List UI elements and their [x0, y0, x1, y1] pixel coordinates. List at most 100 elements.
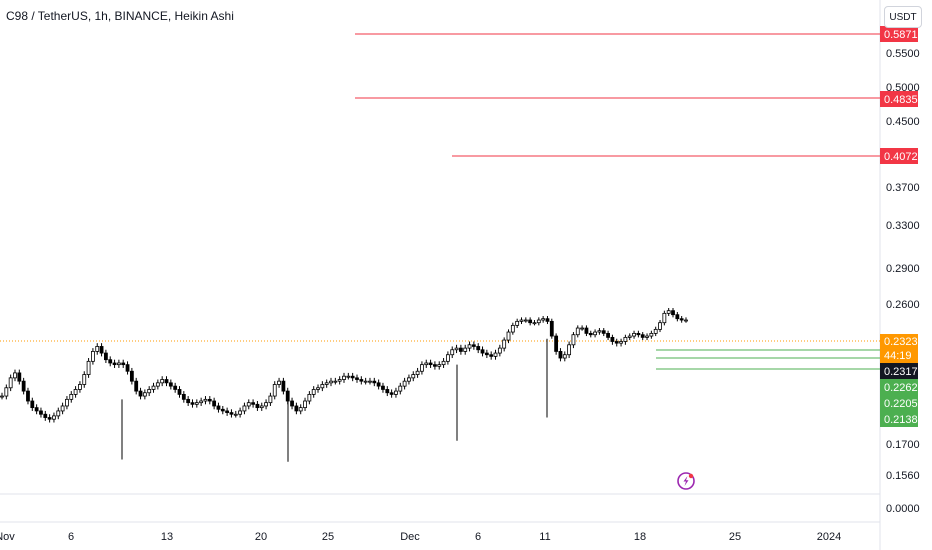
- candle-body: [52, 415, 56, 420]
- candle-body: [268, 395, 273, 404]
- cursor-price-tag: 0.2317: [884, 366, 918, 378]
- candle-body: [666, 310, 671, 314]
- candle-body: [601, 330, 606, 334]
- candle-body: [381, 385, 385, 390]
- candle-body: [580, 327, 585, 330]
- currency-button[interactable]: USDT: [884, 6, 922, 28]
- candle-body: [43, 413, 48, 418]
- candle-body: [86, 360, 91, 375]
- candle-body: [190, 402, 195, 405]
- resistance-tag-bg: [880, 91, 918, 107]
- resistance-tag: 0.4072: [884, 151, 918, 163]
- candle-body: [671, 310, 675, 316]
- candle-body: [47, 417, 52, 420]
- candle-body: [307, 394, 312, 402]
- candle-body: [407, 377, 411, 382]
- candle-body: [536, 319, 541, 324]
- candle-body: [60, 405, 65, 412]
- candle-body: [177, 389, 182, 395]
- candle-body: [645, 335, 649, 338]
- countdown-tag: 44:19: [884, 350, 912, 362]
- candle-body: [207, 398, 212, 402]
- x-tick-label: Nov: [0, 531, 15, 543]
- candle-body: [238, 410, 243, 415]
- candle-body: [259, 405, 264, 409]
- candle-body: [103, 352, 108, 361]
- candle-body: [519, 319, 524, 322]
- candle-body: [91, 351, 95, 362]
- candle-body: [675, 314, 680, 320]
- y-tick-label: 0.2600: [886, 299, 920, 311]
- candle-body: [8, 377, 13, 389]
- candle-body: [342, 375, 346, 380]
- candle-body: [303, 400, 307, 409]
- candle-body: [428, 362, 433, 366]
- candle-body: [458, 347, 463, 352]
- candle-body: [394, 390, 398, 395]
- resistance-tag-bg: [880, 148, 918, 164]
- candle-body: [402, 380, 407, 387]
- candle-body: [502, 339, 507, 349]
- y-tick-label: 0.1560: [886, 470, 920, 482]
- candle-body: [636, 332, 641, 336]
- candle-body: [311, 389, 316, 395]
- resistance-tag-bg: [880, 26, 918, 42]
- candle-body: [65, 398, 69, 407]
- y-tick-label: 0.3300: [886, 220, 920, 232]
- x-tick-label: 20: [255, 531, 267, 543]
- candle-body: [142, 392, 147, 397]
- x-tick-label: 11: [539, 531, 550, 543]
- candle-body: [99, 346, 104, 354]
- candle-body: [545, 318, 550, 322]
- candles[interactable]: [0, 308, 688, 462]
- candle-body: [112, 362, 117, 366]
- candle-body: [623, 336, 628, 342]
- candle-body: [199, 400, 204, 404]
- horizontal-price-lines: [0, 33, 880, 370]
- candle-body: [281, 380, 286, 392]
- candle-body: [225, 410, 230, 413]
- candle-body: [333, 380, 338, 383]
- candle-body: [294, 405, 299, 412]
- candle-body: [285, 390, 290, 402]
- candle-body: [82, 374, 87, 385]
- grid: [0, 0, 881, 550]
- candle-body: [368, 380, 372, 383]
- candle-body: [506, 331, 511, 341]
- candle-body: [168, 382, 173, 387]
- candle-body: [212, 400, 217, 407]
- candle-body: [147, 389, 152, 394]
- candle-body: [121, 362, 126, 366]
- support-tag: 0.2205: [884, 398, 918, 410]
- candle-body: [532, 322, 537, 325]
- candle-body: [194, 402, 199, 405]
- candle-body: [4, 387, 9, 397]
- candle-body: [614, 341, 619, 344]
- support-tag: 0.2138: [884, 414, 918, 426]
- candle-body: [13, 372, 17, 379]
- candle-body: [324, 382, 329, 385]
- candle-body: [463, 347, 468, 352]
- candle-body: [658, 322, 662, 330]
- candle-body: [541, 318, 546, 321]
- candle-body: [229, 412, 234, 415]
- candle-body: [606, 332, 610, 338]
- candle-body: [155, 382, 160, 387]
- x-tick-label: 6: [68, 531, 74, 543]
- candle-body: [597, 330, 602, 333]
- candle-body: [549, 320, 554, 337]
- candle-body: [246, 402, 251, 407]
- candle-body: [355, 377, 359, 380]
- candle-body: [567, 344, 572, 356]
- candle-body: [523, 319, 528, 322]
- candle-body: [575, 327, 580, 336]
- candle-body: [571, 334, 576, 346]
- candle-body: [627, 335, 632, 338]
- last-price-tag: 0.2323: [884, 336, 918, 348]
- candle-body: [350, 375, 355, 379]
- candle-body: [216, 405, 221, 410]
- candle-body: [26, 390, 30, 402]
- y-tick-label: 0.3700: [886, 182, 920, 194]
- lightning-icon[interactable]: [677, 472, 695, 490]
